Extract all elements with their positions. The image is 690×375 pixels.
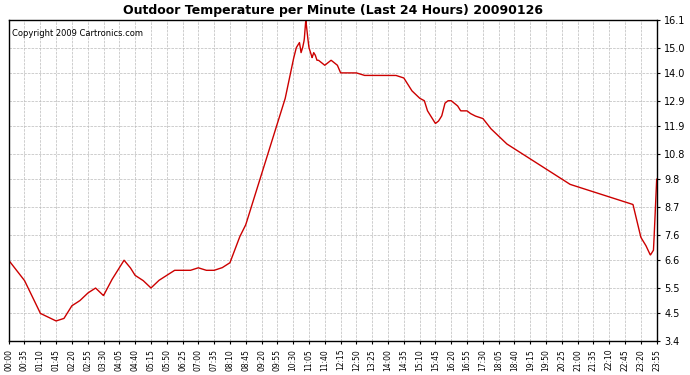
Title: Outdoor Temperature per Minute (Last 24 Hours) 20090126: Outdoor Temperature per Minute (Last 24 … xyxy=(123,4,542,17)
Text: Copyright 2009 Cartronics.com: Copyright 2009 Cartronics.com xyxy=(12,29,143,38)
